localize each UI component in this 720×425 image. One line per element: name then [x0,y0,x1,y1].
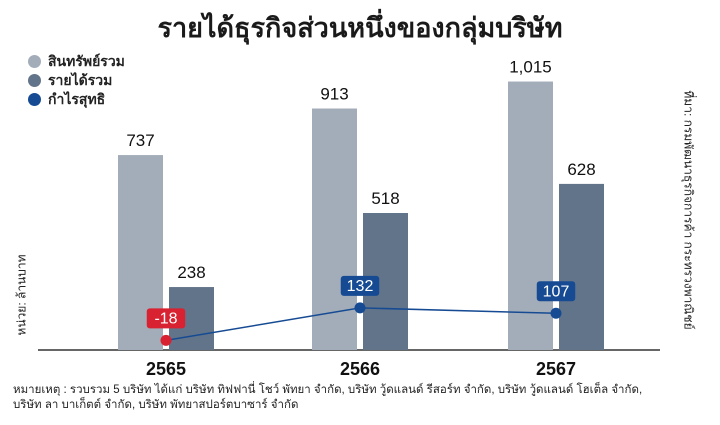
data-label-box-net-profit-2567 [536,281,576,302]
data-label-total-revenue-2565: 238 [177,263,205,282]
data-label-total-revenue-2566: 518 [371,189,399,208]
footnote-line-1: หมายเหตุ : รวบรวม 5 บริษัท ได้แก่ บริษัท… [13,384,643,396]
point-net-profit-2566 [354,302,366,314]
data-label-total-assets-2567: 1,015 [509,58,552,77]
data-label-box-net-profit-2566 [340,275,380,296]
footnote-line-2: บริษัท ลา บาเก็ตต์ จำกัด, บริษัท พัทยาสป… [13,399,299,411]
legend-swatch-net-profit [28,93,41,106]
source-label: ที่มา: กรมพัฒนาธุรกิจการค้า กระทรวงพาณิช… [681,90,696,330]
point-net-profit-2565 [160,334,172,346]
bar-total-revenue-2567 [559,183,604,350]
legend-swatch-total-assets [28,55,41,68]
data-label-total-revenue-2567: 628 [567,160,595,179]
legend-label-total-revenue: รายได้รวม [48,71,113,88]
data-label-total-assets-2566: 913 [320,85,348,104]
legend-item-total-assets: สินทรัพย์รวม [28,52,125,71]
footnote: หมายเหตุ : รวบรวม 5 บริษัท ได้แก่ บริษัท… [13,383,713,413]
data-label-net-profit-2567: 107 [543,283,570,300]
data-label-total-assets-2565: 737 [126,131,154,150]
x-tick-label-2565: 2565 [146,359,186,379]
legend: สินทรัพย์รวม รายได้รวม กำไรสุทธิ [28,52,125,109]
legend-swatch-total-revenue [28,74,41,87]
chart-title: รายได้ธุรกิจส่วนหนึ่งของกลุ่มบริษัท [157,13,563,43]
x-tick-label-2566: 2566 [340,359,380,379]
legend-item-total-revenue: รายได้รวม [28,71,125,90]
point-net-profit-2567 [550,307,562,319]
bar-total-assets-2566 [312,108,357,350]
legend-label-net-profit: กำไรสุทธิ [48,90,106,107]
x-tick-label-2567: 2567 [536,359,576,379]
legend-label-total-assets: สินทรัพย์รวม [48,52,125,69]
legend-item-net-profit: กำไรสุทธิ [28,90,125,109]
unit-label: หน่วย: ล้านบาท [14,254,29,336]
data-label-net-profit-2566: 132 [347,278,374,295]
data-label-box-net-profit-2565 [146,308,186,329]
bar-total-assets-2567 [508,81,553,350]
data-label-net-profit-2565: -18 [154,310,177,327]
